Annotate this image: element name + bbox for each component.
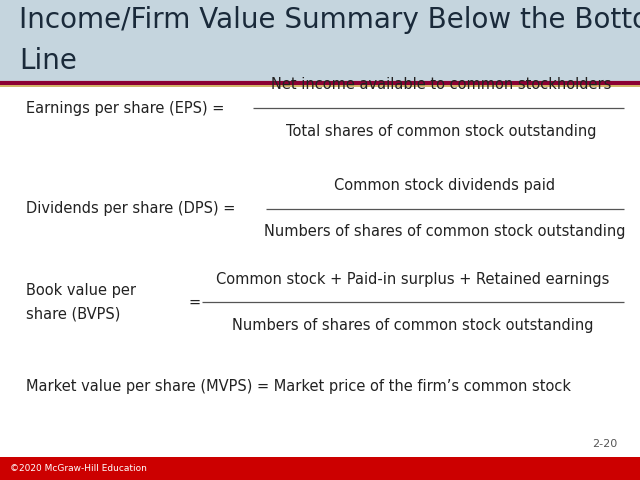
Text: Numbers of shares of common stock outstanding: Numbers of shares of common stock outsta… (232, 318, 593, 333)
Text: Net income available to common stockholders: Net income available to common stockhold… (271, 77, 612, 93)
Text: Numbers of shares of common stock outstanding: Numbers of shares of common stock outsta… (264, 224, 625, 240)
Text: 2-20: 2-20 (593, 439, 618, 448)
Text: Common stock dividends paid: Common stock dividends paid (334, 178, 556, 193)
Text: Income/Firm Value Summary Below the Bottom: Income/Firm Value Summary Below the Bott… (19, 6, 640, 34)
Text: Dividends per share (DPS) =: Dividends per share (DPS) = (26, 201, 235, 216)
Text: Line: Line (19, 47, 77, 74)
Text: Market value per share (MVPS) = Market price of the firm’s common stock: Market value per share (MVPS) = Market p… (26, 379, 571, 394)
Text: Common stock + Paid-in surplus + Retained earnings: Common stock + Paid-in surplus + Retaine… (216, 272, 609, 287)
Bar (0, 0, 640, 83)
Text: =: = (189, 295, 201, 310)
Text: Total shares of common stock outstanding: Total shares of common stock outstanding (286, 123, 597, 139)
Text: Book value per: Book value per (26, 283, 136, 299)
Bar (0, 457, 640, 480)
Text: share (BVPS): share (BVPS) (26, 306, 120, 322)
Text: ©2020 McGraw-Hill Education: ©2020 McGraw-Hill Education (10, 464, 147, 473)
Text: Earnings per share (EPS) =: Earnings per share (EPS) = (26, 100, 224, 116)
